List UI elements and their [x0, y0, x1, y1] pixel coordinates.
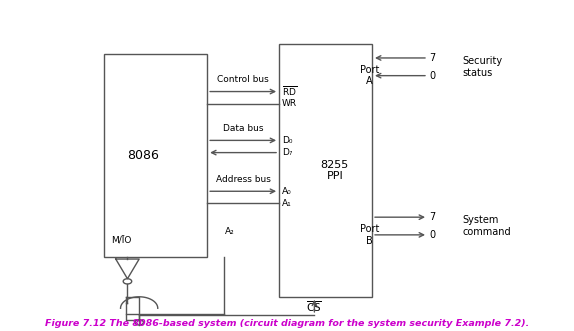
Text: Security
status: Security status: [463, 56, 503, 77]
Text: 0: 0: [429, 230, 435, 240]
Text: Port
B: Port B: [360, 224, 379, 246]
Text: Address bus: Address bus: [216, 175, 270, 184]
Text: 0: 0: [429, 71, 435, 81]
FancyBboxPatch shape: [279, 44, 372, 297]
Text: $\overline{\mathrm{CS}}$: $\overline{\mathrm{CS}}$: [307, 300, 323, 314]
Text: M/ĪO: M/ĪO: [111, 237, 132, 246]
Text: Control bus: Control bus: [217, 75, 269, 84]
FancyBboxPatch shape: [103, 54, 207, 258]
Text: A₁: A₁: [282, 199, 292, 208]
Text: 7: 7: [429, 212, 435, 222]
Text: Figure 7.12 The 8086-based system (circuit diagram for the system security Examp: Figure 7.12 The 8086-based system (circu…: [45, 319, 529, 328]
Text: 8086: 8086: [127, 149, 159, 162]
Text: $\overline{\mathrm{RD}}$: $\overline{\mathrm{RD}}$: [282, 85, 297, 99]
Text: D₀: D₀: [282, 136, 292, 145]
Text: D₇: D₇: [282, 148, 292, 157]
Text: System
command: System command: [463, 215, 511, 237]
Text: A₂: A₂: [225, 227, 235, 236]
Text: 7: 7: [429, 53, 435, 63]
Text: Port
A: Port A: [360, 65, 379, 86]
Text: A₀: A₀: [282, 187, 292, 196]
Text: Data bus: Data bus: [223, 124, 263, 133]
Text: WR: WR: [282, 99, 297, 108]
Text: 8255
PPI: 8255 PPI: [321, 160, 349, 181]
